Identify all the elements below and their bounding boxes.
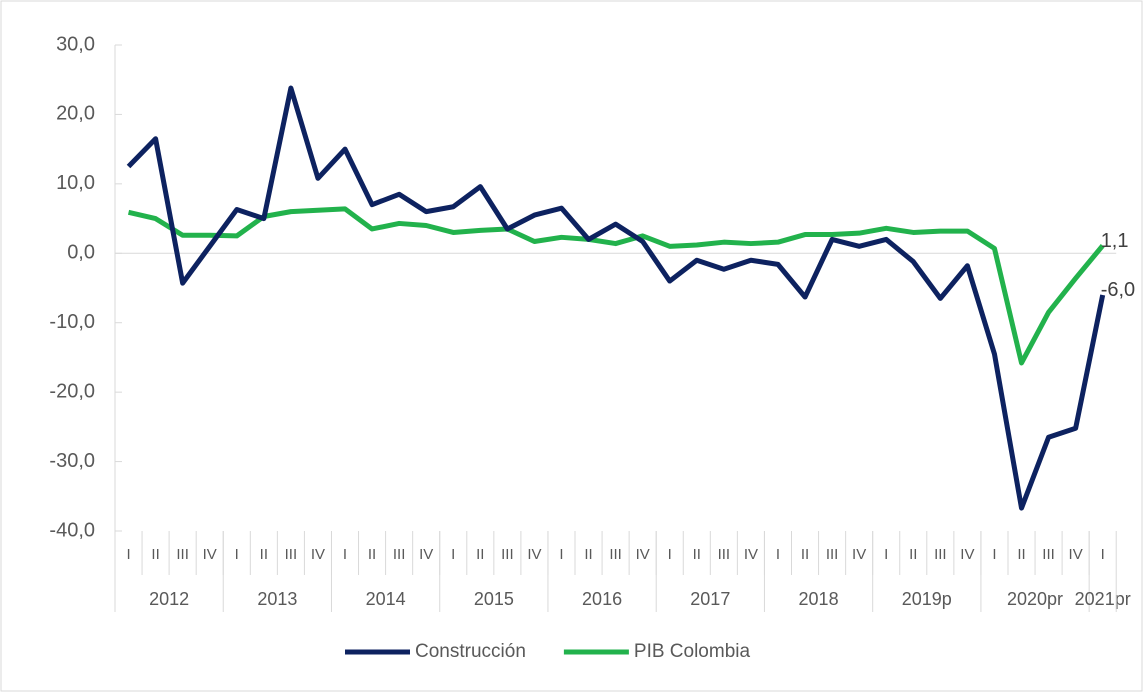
y-tick-label: 0,0 [67, 242, 95, 264]
y-tick-label: -30,0 [49, 450, 95, 472]
x-tick-label: I [343, 546, 347, 563]
x-tick-label: II [693, 546, 701, 563]
x-tick-label: III [934, 546, 947, 563]
y-tick-label: -10,0 [49, 311, 95, 333]
x-tick-label: I [1101, 546, 1105, 563]
x-tick-label: IV [744, 546, 758, 563]
series-line [127, 206, 1105, 366]
data-label: 1,1 [1101, 230, 1129, 252]
x-tick-label: III [285, 546, 298, 563]
x-tick-label: II [151, 546, 159, 563]
x-tick-label: II [368, 546, 376, 563]
x-tick-label: III [826, 546, 839, 563]
x-group-label: 2013 [257, 589, 297, 609]
x-tick-label: I [884, 546, 888, 563]
x-tick-label: II [909, 546, 917, 563]
x-group-label: 2016 [582, 589, 622, 609]
x-tick-label: I [992, 546, 996, 563]
y-tick-label: 30,0 [56, 33, 95, 55]
x-tick-label: III [1042, 546, 1055, 563]
x-tick-label: II [1017, 546, 1025, 563]
x-tick-label: I [451, 546, 455, 563]
legend-label: Construcción [415, 641, 526, 662]
x-tick-label: I [126, 546, 130, 563]
y-tick-label: 20,0 [56, 103, 95, 125]
x-tick-label: IV [852, 546, 866, 563]
x-tick-label: IV [636, 546, 650, 563]
x-tick-label: II [584, 546, 592, 563]
series-line [126, 85, 1106, 511]
x-tick-label: III [718, 546, 731, 563]
x-group-label: 2019p [902, 589, 952, 609]
x-tick-label: III [393, 546, 406, 563]
x-tick-label: III [609, 546, 622, 563]
x-tick-label: II [260, 546, 268, 563]
y-tick-label: -40,0 [49, 519, 95, 541]
x-tick-label: I [668, 546, 672, 563]
x-tick-label: I [776, 546, 780, 563]
legend-label: PIB Colombia [634, 641, 751, 662]
y-tick-label: -20,0 [49, 380, 95, 402]
x-tick-label: IV [527, 546, 541, 563]
x-group-label: 2015 [474, 589, 514, 609]
x-tick-label: IV [960, 546, 974, 563]
y-tick-label: 10,0 [56, 172, 95, 194]
x-tick-label: IV [311, 546, 325, 563]
x-group-label: 2014 [366, 589, 406, 609]
x-group-label: 2021pr [1075, 589, 1131, 609]
x-tick-label: III [501, 546, 514, 563]
x-tick-label: IV [1069, 546, 1083, 563]
x-tick-label: IV [419, 546, 433, 563]
x-tick-label: II [476, 546, 484, 563]
x-group-label: 2017 [690, 589, 730, 609]
x-group-label: 2018 [799, 589, 839, 609]
x-group-label: 2020pr [1007, 589, 1063, 609]
x-tick-label: II [801, 546, 809, 563]
x-tick-label: I [559, 546, 563, 563]
x-group-label: 2012 [149, 589, 189, 609]
x-tick-label: IV [203, 546, 217, 563]
x-tick-label: III [176, 546, 189, 563]
x-tick-label: I [235, 546, 239, 563]
data-label: -6,0 [1101, 279, 1135, 301]
